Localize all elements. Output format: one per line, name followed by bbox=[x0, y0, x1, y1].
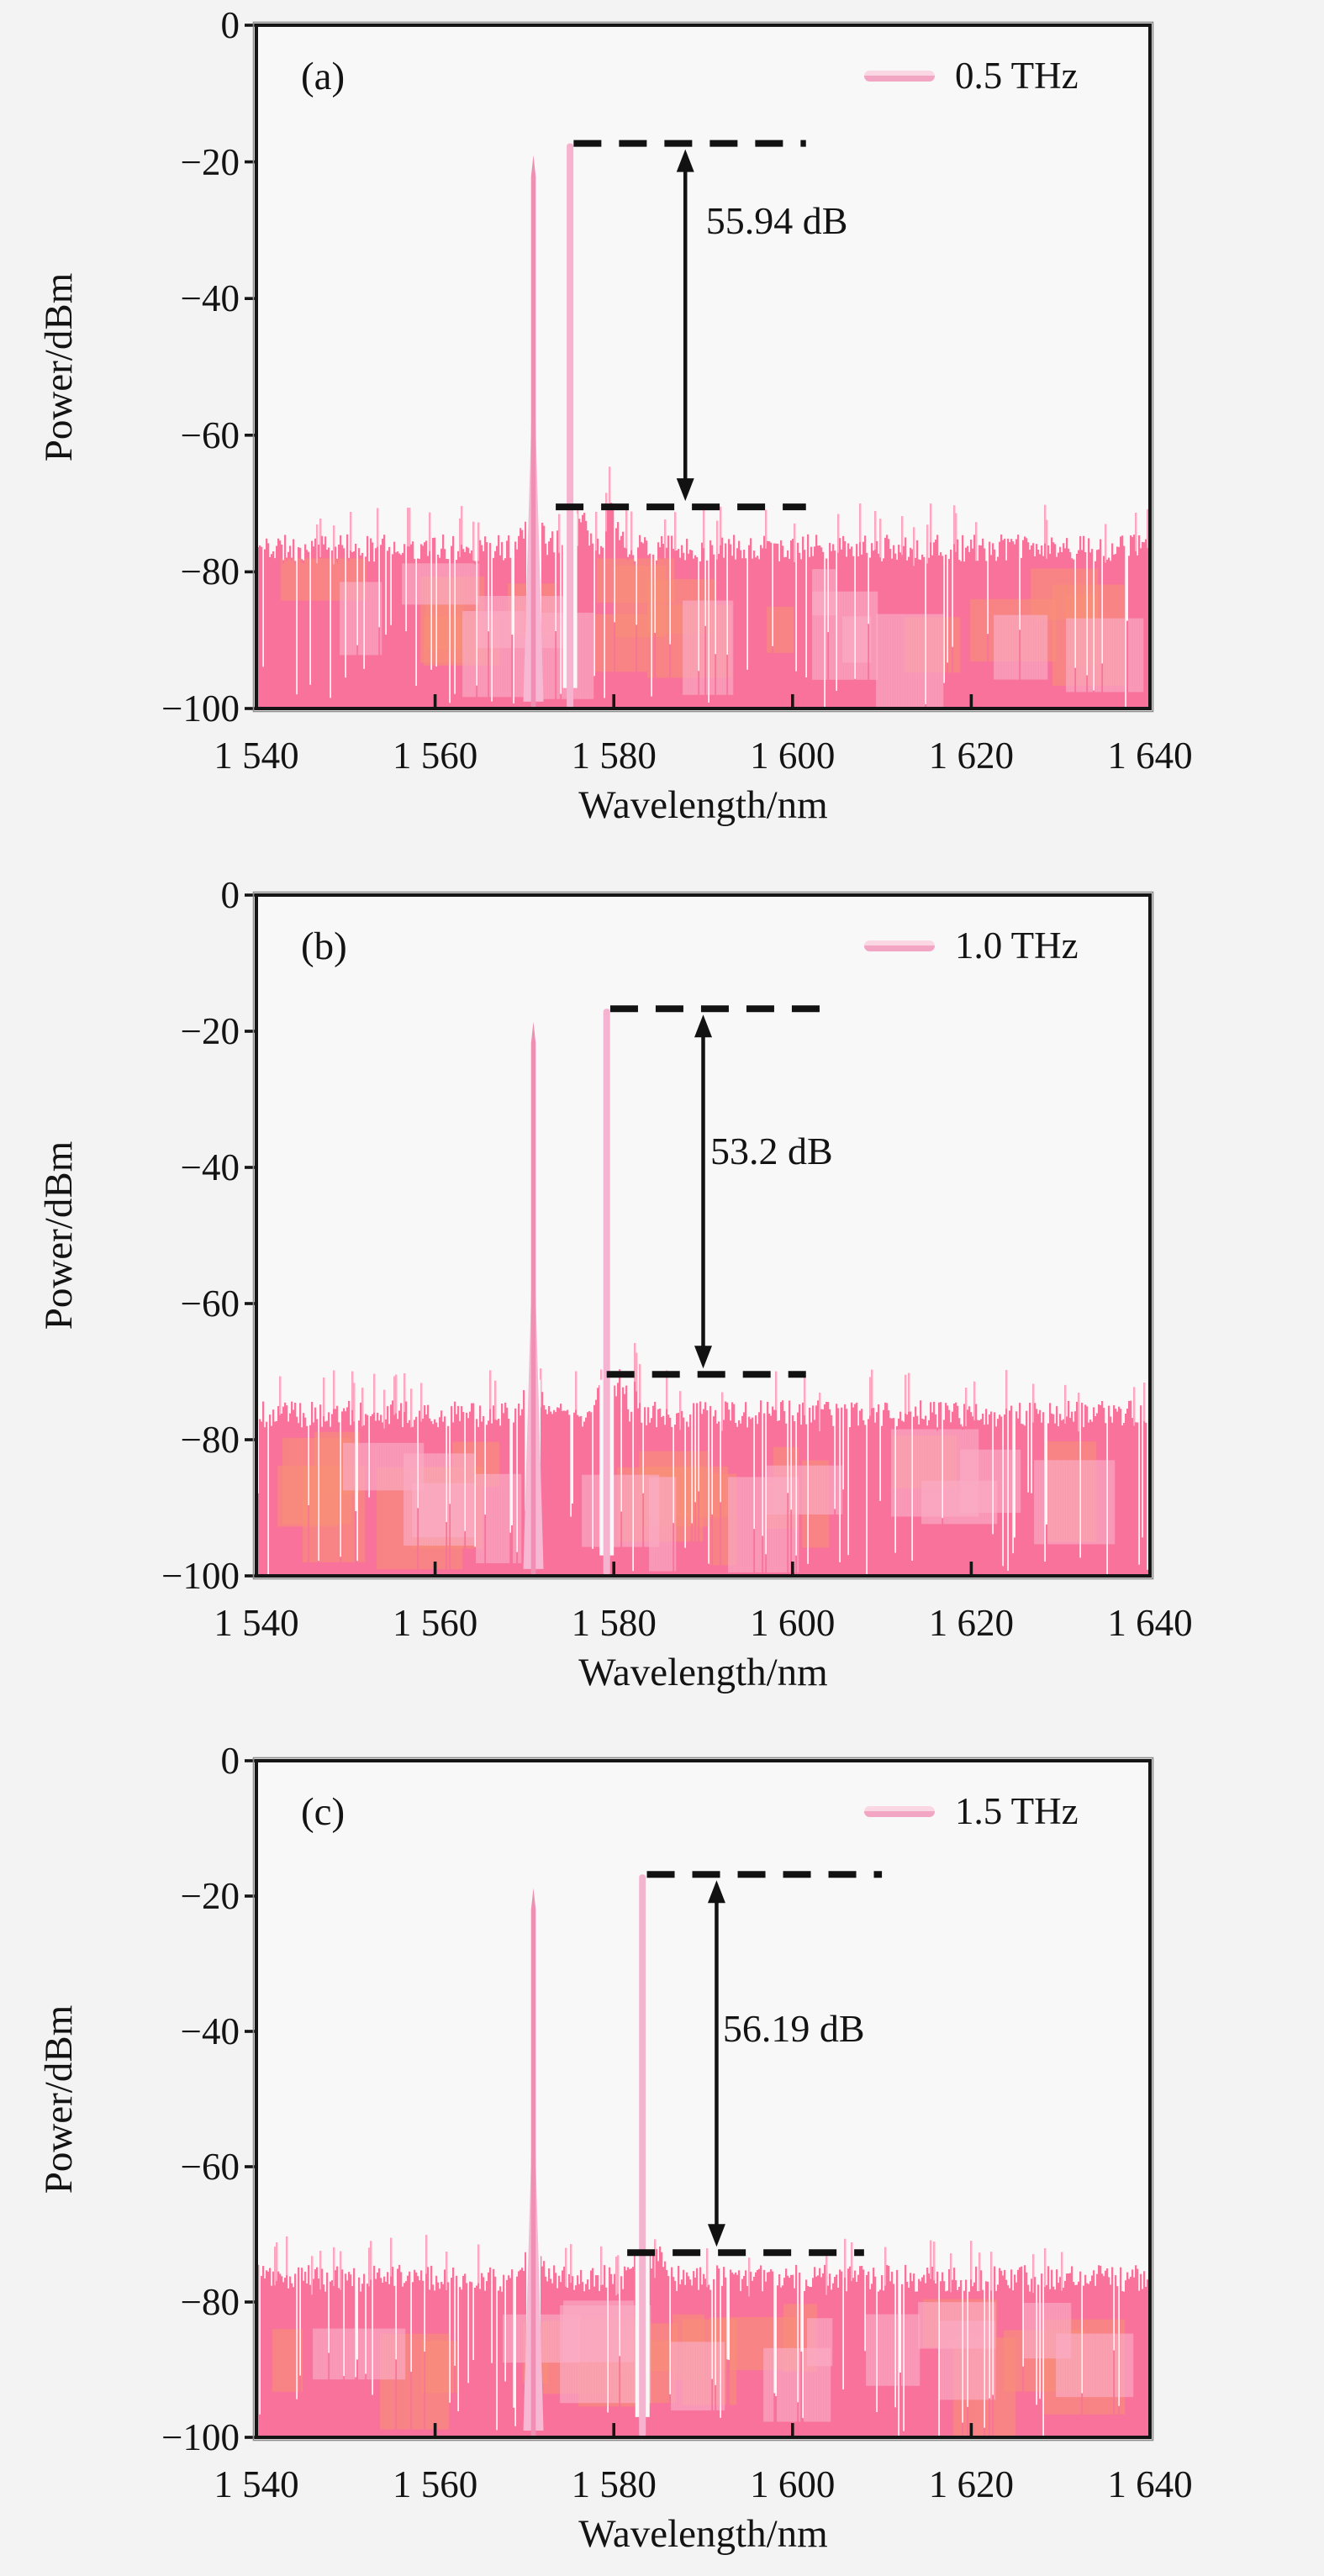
spectrum-plot-a bbox=[245, 21, 1154, 713]
osnr-annotation: 56.19 dB bbox=[722, 2007, 865, 2050]
y-axis-label: Power/dBm bbox=[37, 1140, 81, 1330]
x-tick-label: 1 540 bbox=[214, 1602, 299, 1644]
y-tick-label: −60 bbox=[180, 414, 240, 456]
spectrum-panel-b: Power/dBm (b) 1.0 THz 53.2 dB Wavelength… bbox=[0, 870, 1324, 1736]
spectrum-plot-b bbox=[245, 891, 1154, 1580]
x-axis-label: Wavelength/nm bbox=[578, 2512, 828, 2556]
y-tick-label: −100 bbox=[161, 2416, 240, 2458]
legend: 1.0 THz bbox=[864, 927, 1079, 965]
y-tick-label: −40 bbox=[180, 277, 240, 320]
panel-label: (a) bbox=[301, 55, 346, 98]
x-tick-label: 1 580 bbox=[571, 2463, 657, 2505]
y-axis-label: Power/dBm bbox=[37, 272, 81, 461]
x-axis-label: Wavelength/nm bbox=[578, 783, 828, 827]
y-tick-label: 0 bbox=[220, 4, 240, 46]
x-axis-label: Wavelength/nm bbox=[578, 1651, 828, 1694]
x-tick-label: 1 640 bbox=[1107, 2463, 1193, 2505]
x-tick-label: 1 600 bbox=[750, 1602, 836, 1644]
y-tick-label: −40 bbox=[180, 2010, 240, 2052]
y-tick-label: −20 bbox=[180, 1875, 240, 1917]
x-tick-label: 1 560 bbox=[392, 735, 478, 777]
legend: 1.5 THz bbox=[864, 1793, 1079, 1831]
x-tick-label: 1 620 bbox=[928, 735, 1015, 777]
x-tick-label: 1 540 bbox=[214, 735, 299, 777]
y-tick-label: −80 bbox=[180, 550, 240, 593]
x-tick-label: 1 620 bbox=[928, 1602, 1015, 1644]
y-tick-label: −80 bbox=[180, 2281, 240, 2323]
y-tick-label: −100 bbox=[161, 687, 240, 730]
y-tick-label: −40 bbox=[180, 1146, 240, 1188]
y-tick-label: −60 bbox=[180, 2146, 240, 2188]
spectrum-panel-c: Power/dBm (c) 1.5 THz 56.19 dB Wavelengt… bbox=[0, 1736, 1324, 2576]
legend-label: 1.5 THz bbox=[955, 1790, 1079, 1832]
panel-label: (c) bbox=[301, 1790, 346, 1834]
y-tick-label: −20 bbox=[180, 140, 240, 183]
x-tick-label: 1 600 bbox=[750, 735, 836, 777]
legend: 0.5 THz bbox=[864, 57, 1079, 95]
x-tick-label: 1 640 bbox=[1107, 735, 1193, 777]
legend-line-swatch-icon bbox=[864, 940, 935, 951]
x-tick-label: 1 580 bbox=[571, 735, 657, 777]
y-axis-label: Power/dBm bbox=[37, 2004, 81, 2194]
legend-label: 1.0 THz bbox=[955, 925, 1079, 967]
x-tick-label: 1 560 bbox=[392, 1602, 478, 1644]
y-tick-label: −60 bbox=[180, 1283, 240, 1325]
x-tick-label: 1 600 bbox=[750, 2463, 836, 2505]
panel-label: (b) bbox=[301, 925, 347, 968]
spectrum-panel-a: Power/dBm (a) 0.5 THz 55.94 dB Wavelengt… bbox=[0, 0, 1324, 870]
x-tick-label: 1 620 bbox=[928, 2463, 1015, 2505]
x-tick-label: 1 560 bbox=[392, 2463, 478, 2505]
y-tick-label: 0 bbox=[220, 1740, 240, 1782]
osnr-annotation: 53.2 dB bbox=[710, 1129, 833, 1172]
legend-line-swatch-icon bbox=[864, 1806, 935, 1817]
y-tick-label: 0 bbox=[220, 874, 240, 916]
y-tick-label: −80 bbox=[180, 1419, 240, 1461]
legend-label: 0.5 THz bbox=[955, 55, 1079, 97]
x-tick-label: 1 580 bbox=[571, 1602, 657, 1644]
y-tick-label: −20 bbox=[180, 1010, 240, 1052]
x-tick-label: 1 640 bbox=[1107, 1602, 1193, 1644]
y-tick-label: −100 bbox=[161, 1555, 240, 1597]
spectrum-plot-c bbox=[245, 1757, 1154, 2442]
legend-line-swatch-icon bbox=[864, 71, 935, 82]
osnr-annotation: 55.94 dB bbox=[705, 198, 848, 242]
x-tick-label: 1 540 bbox=[214, 2463, 299, 2505]
